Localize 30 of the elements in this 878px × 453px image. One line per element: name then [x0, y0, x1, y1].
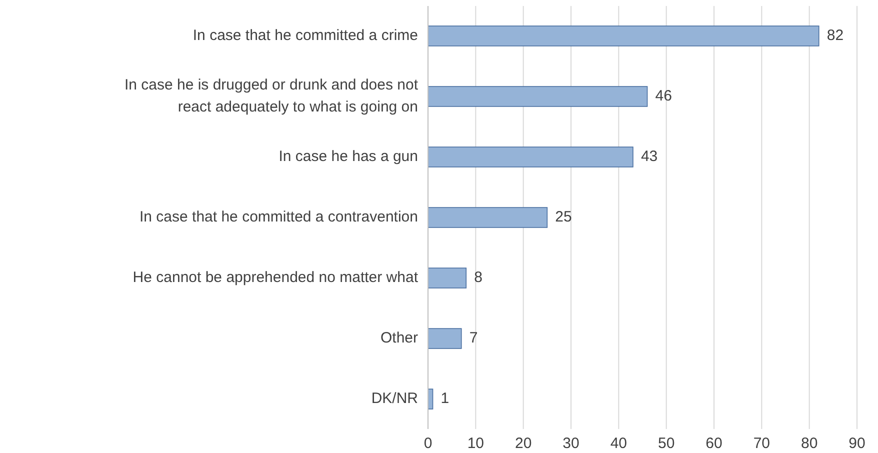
data-label: 82	[826, 26, 844, 44]
data-label: 8	[474, 268, 482, 286]
y-tick-label: In case he is drugged or drunk and does not react adequately to what is going on	[124, 76, 419, 116]
y-tick-label: He cannot be apprehended no matter what	[132, 268, 419, 286]
x-tick-label: 90	[848, 435, 866, 452]
bar	[428, 86, 648, 107]
y-tick-label: DK/NR	[371, 390, 418, 408]
bar	[428, 146, 634, 168]
x-tick-label: 60	[706, 435, 722, 452]
bar	[428, 268, 467, 288]
data-label: 46	[655, 87, 672, 104]
bar	[428, 328, 462, 349]
y-tick-label: In case that he committed a contravention	[140, 208, 418, 226]
x-tick-label: 70	[753, 435, 770, 452]
y-tick-label: Other	[380, 330, 418, 346]
bar	[428, 207, 548, 228]
y-tick-label: In case he has a gun	[278, 148, 418, 165]
x-tick-label: 10	[467, 435, 484, 452]
x-tick-label: 50	[658, 435, 675, 452]
x-tick-label: 20	[514, 435, 532, 452]
x-tick-label: 30	[562, 435, 580, 452]
data-label: 25	[555, 208, 572, 226]
x-tick-label: 40	[610, 435, 628, 452]
data-label: 43	[640, 148, 658, 165]
x-tick-label: 80	[800, 435, 818, 452]
data-label: 1	[440, 390, 450, 408]
x-tick-label: 0	[424, 435, 432, 452]
y-tick-label: In case that he committed a crime	[192, 26, 418, 44]
bar	[428, 26, 820, 46]
data-label: 7	[469, 330, 478, 346]
